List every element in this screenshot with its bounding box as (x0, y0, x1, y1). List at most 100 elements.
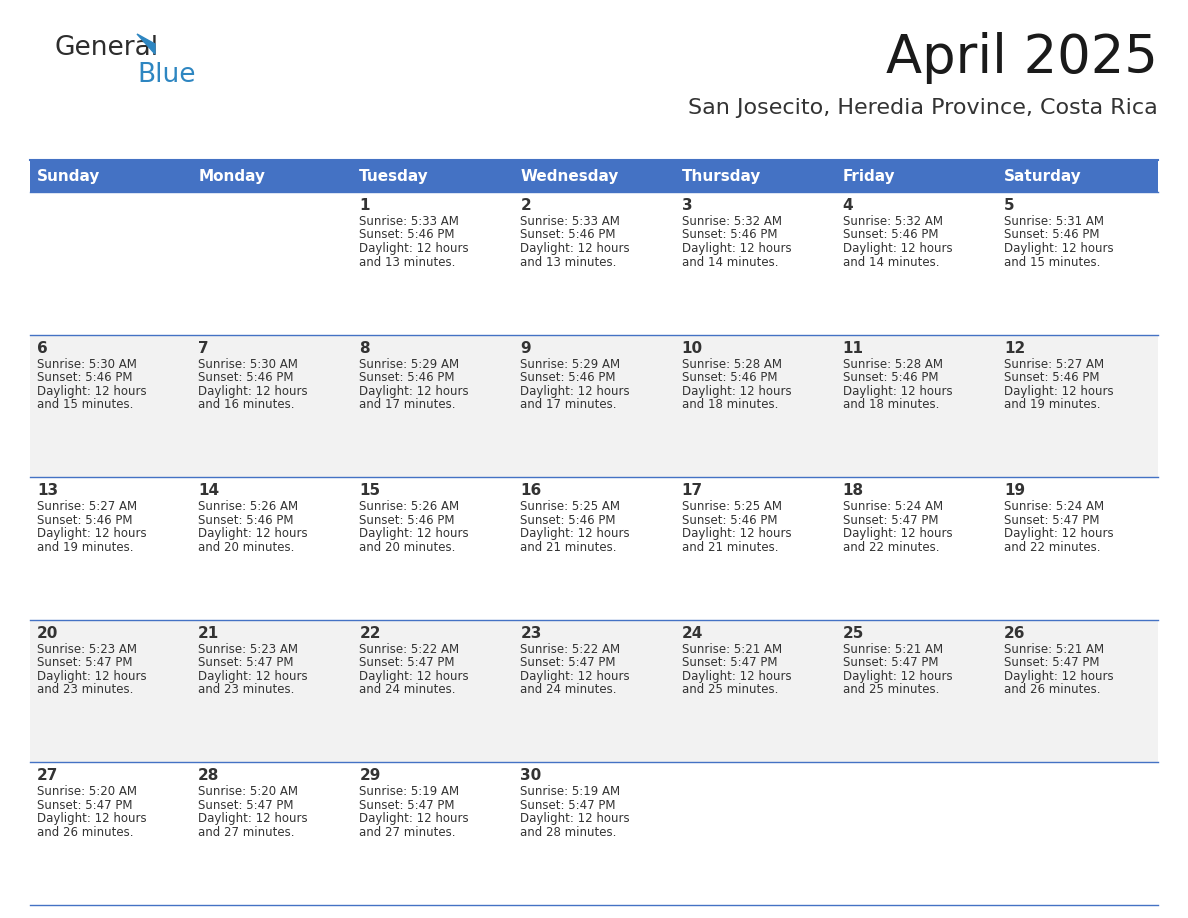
Text: Sunset: 5:46 PM: Sunset: 5:46 PM (198, 514, 293, 527)
Text: Sunset: 5:46 PM: Sunset: 5:46 PM (198, 371, 293, 384)
Text: Sunrise: 5:29 AM: Sunrise: 5:29 AM (520, 358, 620, 371)
Bar (30, 763, 1158, 905)
Text: Sunrise: 5:22 AM: Sunrise: 5:22 AM (520, 643, 620, 655)
Text: Sunrise: 5:27 AM: Sunrise: 5:27 AM (1004, 358, 1104, 371)
Text: Sunrise: 5:21 AM: Sunrise: 5:21 AM (1004, 643, 1104, 655)
Text: 1: 1 (359, 198, 369, 213)
Text: Daylight: 12 hours: Daylight: 12 hours (520, 527, 630, 540)
Text: and 18 minutes.: and 18 minutes. (682, 398, 778, 411)
Text: and 20 minutes.: and 20 minutes. (359, 541, 456, 554)
Text: Sunrise: 5:25 AM: Sunrise: 5:25 AM (520, 500, 620, 513)
Text: and 25 minutes.: and 25 minutes. (682, 683, 778, 696)
Text: 28: 28 (198, 768, 220, 783)
Text: Sunrise: 5:25 AM: Sunrise: 5:25 AM (682, 500, 782, 513)
Text: Daylight: 12 hours: Daylight: 12 hours (842, 527, 953, 540)
Text: Blue: Blue (137, 62, 196, 88)
Text: Daylight: 12 hours: Daylight: 12 hours (1004, 527, 1113, 540)
Text: 21: 21 (198, 626, 220, 641)
Text: Daylight: 12 hours: Daylight: 12 hours (842, 385, 953, 397)
Text: 5: 5 (1004, 198, 1015, 213)
Text: Sunrise: 5:24 AM: Sunrise: 5:24 AM (842, 500, 943, 513)
Bar (353, 160, 513, 192)
Text: Tuesday: Tuesday (359, 169, 429, 184)
Text: Sunrise: 5:19 AM: Sunrise: 5:19 AM (359, 786, 460, 799)
Text: Daylight: 12 hours: Daylight: 12 hours (520, 670, 630, 683)
Text: 18: 18 (842, 483, 864, 498)
Text: 14: 14 (198, 483, 220, 498)
Text: Sunset: 5:47 PM: Sunset: 5:47 PM (520, 656, 615, 669)
Text: Sunset: 5:46 PM: Sunset: 5:46 PM (1004, 229, 1099, 241)
Text: Sunrise: 5:21 AM: Sunrise: 5:21 AM (682, 643, 782, 655)
Text: 11: 11 (842, 341, 864, 355)
Text: Daylight: 12 hours: Daylight: 12 hours (37, 527, 146, 540)
Text: Sunrise: 5:33 AM: Sunrise: 5:33 AM (359, 215, 459, 228)
Text: Daylight: 12 hours: Daylight: 12 hours (198, 812, 308, 825)
Text: and 18 minutes.: and 18 minutes. (842, 398, 939, 411)
Text: and 27 minutes.: and 27 minutes. (198, 826, 295, 839)
Text: Daylight: 12 hours: Daylight: 12 hours (682, 527, 791, 540)
Text: 15: 15 (359, 483, 380, 498)
Text: and 23 minutes.: and 23 minutes. (37, 683, 133, 696)
Text: Daylight: 12 hours: Daylight: 12 hours (520, 812, 630, 825)
Text: 20: 20 (37, 626, 58, 641)
Bar (997, 160, 1158, 192)
Text: Daylight: 12 hours: Daylight: 12 hours (1004, 670, 1113, 683)
Text: 22: 22 (359, 626, 381, 641)
Text: and 25 minutes.: and 25 minutes. (842, 683, 939, 696)
Text: Daylight: 12 hours: Daylight: 12 hours (520, 242, 630, 255)
Bar (30, 192, 1158, 334)
Text: and 14 minutes.: and 14 minutes. (682, 255, 778, 268)
Text: Daylight: 12 hours: Daylight: 12 hours (842, 242, 953, 255)
Bar (675, 160, 835, 192)
Text: Sunset: 5:47 PM: Sunset: 5:47 PM (359, 656, 455, 669)
Text: Sunset: 5:46 PM: Sunset: 5:46 PM (37, 371, 133, 384)
Text: Sunset: 5:47 PM: Sunset: 5:47 PM (359, 799, 455, 812)
Text: Daylight: 12 hours: Daylight: 12 hours (359, 670, 469, 683)
Text: General: General (55, 35, 159, 61)
Bar (30, 160, 191, 192)
Text: Sunrise: 5:30 AM: Sunrise: 5:30 AM (198, 358, 298, 371)
Text: Sunrise: 5:33 AM: Sunrise: 5:33 AM (520, 215, 620, 228)
Text: and 24 minutes.: and 24 minutes. (359, 683, 456, 696)
Text: Sunrise: 5:27 AM: Sunrise: 5:27 AM (37, 500, 137, 513)
Text: Sunrise: 5:20 AM: Sunrise: 5:20 AM (198, 786, 298, 799)
Text: Sunrise: 5:21 AM: Sunrise: 5:21 AM (842, 643, 943, 655)
Text: and 26 minutes.: and 26 minutes. (1004, 683, 1100, 696)
Text: and 19 minutes.: and 19 minutes. (1004, 398, 1100, 411)
Text: Sunset: 5:46 PM: Sunset: 5:46 PM (1004, 371, 1099, 384)
Text: 29: 29 (359, 768, 380, 783)
Text: and 14 minutes.: and 14 minutes. (842, 255, 940, 268)
Text: Daylight: 12 hours: Daylight: 12 hours (37, 385, 146, 397)
Text: and 19 minutes.: and 19 minutes. (37, 541, 133, 554)
Text: Sunset: 5:47 PM: Sunset: 5:47 PM (520, 799, 615, 812)
Text: Daylight: 12 hours: Daylight: 12 hours (359, 527, 469, 540)
Text: Sunset: 5:46 PM: Sunset: 5:46 PM (520, 514, 615, 527)
Text: and 26 minutes.: and 26 minutes. (37, 826, 133, 839)
Text: Sunset: 5:46 PM: Sunset: 5:46 PM (359, 514, 455, 527)
Text: and 15 minutes.: and 15 minutes. (37, 398, 133, 411)
Text: April 2025: April 2025 (886, 32, 1158, 84)
Text: Sunset: 5:47 PM: Sunset: 5:47 PM (198, 656, 293, 669)
Text: and 23 minutes.: and 23 minutes. (198, 683, 295, 696)
Text: 27: 27 (37, 768, 58, 783)
Text: and 13 minutes.: and 13 minutes. (520, 255, 617, 268)
Text: 30: 30 (520, 768, 542, 783)
Text: and 28 minutes.: and 28 minutes. (520, 826, 617, 839)
Text: 12: 12 (1004, 341, 1025, 355)
Text: 7: 7 (198, 341, 209, 355)
Text: Sunset: 5:46 PM: Sunset: 5:46 PM (520, 371, 615, 384)
Text: Sunset: 5:46 PM: Sunset: 5:46 PM (359, 371, 455, 384)
Text: 6: 6 (37, 341, 48, 355)
Text: Daylight: 12 hours: Daylight: 12 hours (37, 812, 146, 825)
Text: Sunrise: 5:23 AM: Sunrise: 5:23 AM (37, 643, 137, 655)
Text: Sunrise: 5:28 AM: Sunrise: 5:28 AM (682, 358, 782, 371)
Text: Daylight: 12 hours: Daylight: 12 hours (842, 670, 953, 683)
Text: 9: 9 (520, 341, 531, 355)
Text: Daylight: 12 hours: Daylight: 12 hours (520, 385, 630, 397)
Text: Sunrise: 5:22 AM: Sunrise: 5:22 AM (359, 643, 460, 655)
Text: and 16 minutes.: and 16 minutes. (198, 398, 295, 411)
Text: 8: 8 (359, 341, 369, 355)
Text: Sunset: 5:46 PM: Sunset: 5:46 PM (682, 514, 777, 527)
Bar (835, 160, 997, 192)
Text: Sunrise: 5:24 AM: Sunrise: 5:24 AM (1004, 500, 1104, 513)
